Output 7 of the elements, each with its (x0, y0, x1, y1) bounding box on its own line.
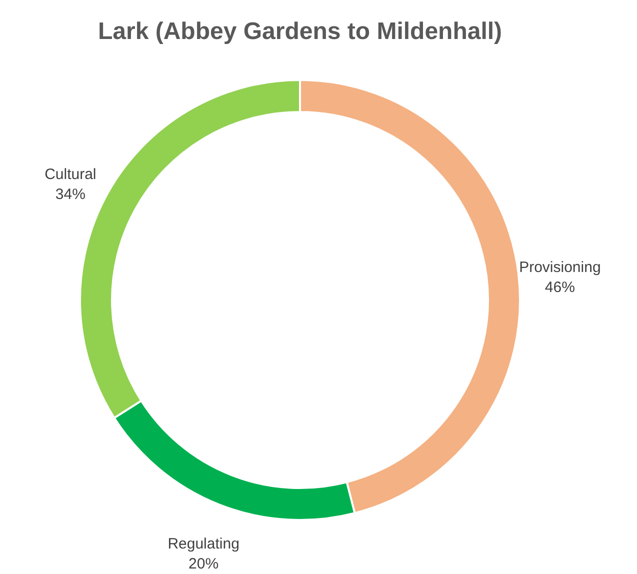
data-label: 34% (55, 186, 86, 203)
chart-title: Lark (Abbey Gardens to Mildenhall) (98, 18, 502, 45)
slice-label: Provisioning (519, 259, 601, 276)
slice-label: Cultural (44, 166, 96, 183)
slice-label: Regulating (168, 536, 240, 553)
data-label: 46% (544, 279, 575, 296)
data-label: 20% (188, 556, 219, 573)
